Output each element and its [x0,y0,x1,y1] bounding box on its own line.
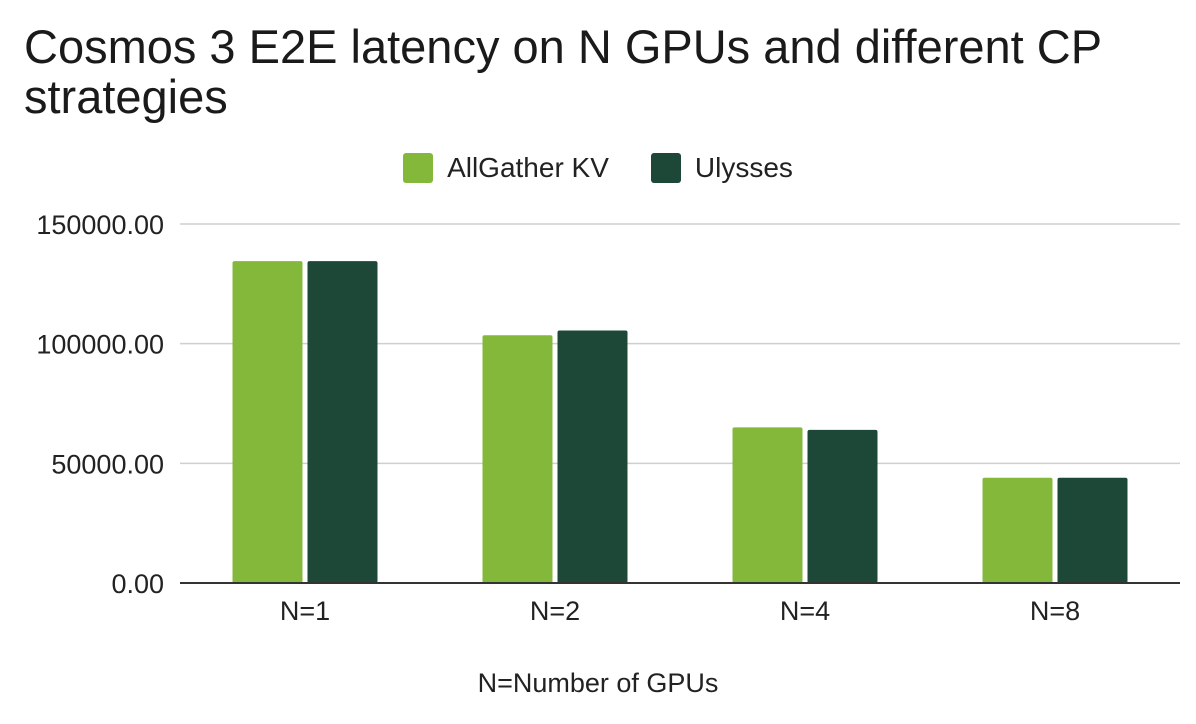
bar-ulysses-0 [307,261,378,583]
x-tick-label: N=8 [1030,596,1080,626]
y-tick-label: 50000.00 [51,449,164,479]
y-tick-label: 100000.00 [36,330,164,360]
y-tick-label: 0.00 [111,569,164,599]
bar-ulysses-2 [807,429,878,583]
x-tick-label: N=4 [780,596,830,626]
legend-label-ulysses: Ulysses [694,152,793,183]
legend-label-allgather: AllGather KV [447,152,609,183]
y-tick-label: 150000.00 [36,210,164,240]
bar-allgather-1 [482,335,553,583]
chart-title: Cosmos 3 E2E latency on N GPUs and diffe… [24,20,1102,123]
x-tick-label: N=1 [280,596,330,626]
legend-swatch-ulysses [650,153,681,183]
bar-ulysses-1 [557,330,628,583]
legend-swatch-allgather [403,153,434,183]
x-tick-label: N=2 [530,596,580,626]
legend-item-allgather: AllGather KV [403,152,609,184]
x-axis-title: N=Number of GPUs [477,668,719,698]
bar-ulysses-3 [1057,477,1128,583]
legend: AllGather KV Ulysses [0,148,1196,188]
bar-allgather-2 [732,427,803,583]
bar-allgather-3 [982,477,1053,583]
legend-item-ulysses: Ulysses [650,152,793,184]
bar-allgather-0 [232,261,303,583]
